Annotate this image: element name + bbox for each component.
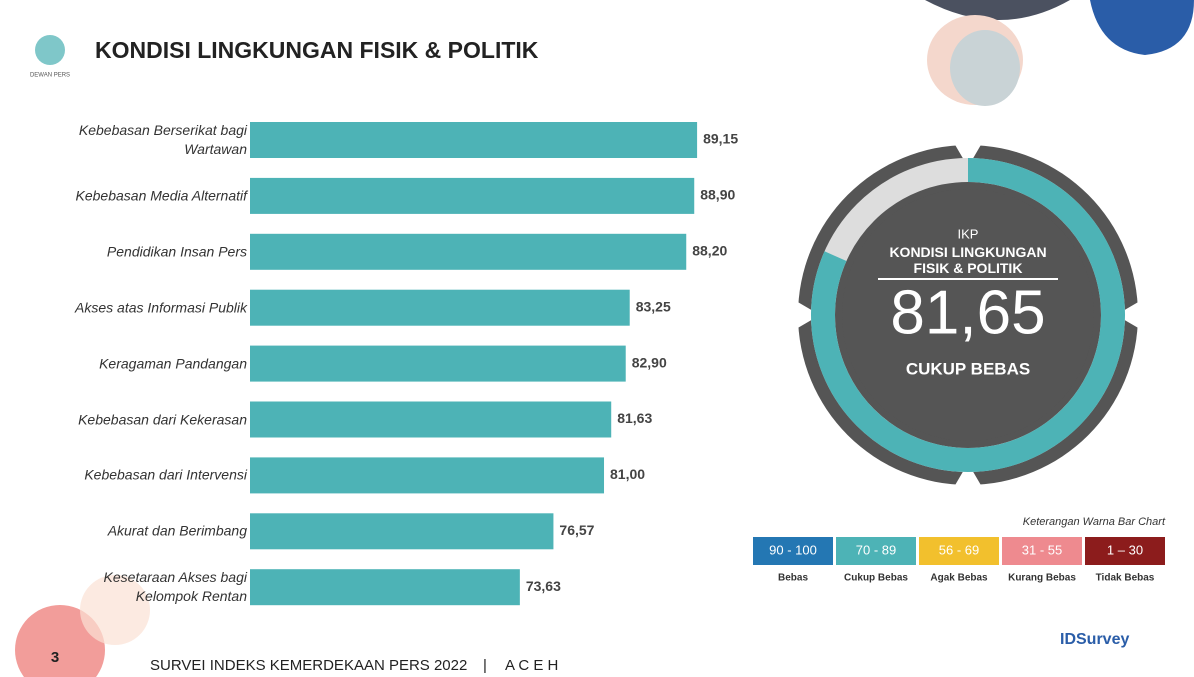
slide: DEWAN PERS KONDISI LINGKUNGAN FISIK & PO… <box>0 0 1194 677</box>
legend-range: 31 - 55 <box>1022 542 1062 557</box>
legend-label: Kurang Bebas <box>1008 573 1076 584</box>
category-label: Kebebasan Media Alternatif <box>42 186 247 205</box>
gauge-status: CUKUP BEBAS <box>906 359 1030 378</box>
category-label: Kebebasan dari Kekerasan <box>42 410 247 429</box>
title: KONDISI LINGKUNGAN FISIK & POLITIK <box>95 37 539 63</box>
page-number: 3 <box>51 649 59 666</box>
gauge-value: 81,65 <box>890 278 1045 347</box>
bar <box>250 513 553 549</box>
legend-label: Tidak Bebas <box>1096 573 1155 584</box>
bar <box>250 569 520 605</box>
decor <box>925 0 1070 20</box>
value-label: 88,20 <box>692 243 727 259</box>
value-label: 83,25 <box>636 298 671 314</box>
legend-range: 90 - 100 <box>769 542 817 557</box>
category-label: Akses atas Informasi Publik <box>42 298 247 317</box>
bar <box>250 122 697 158</box>
bar <box>250 234 686 270</box>
decor <box>950 30 1020 106</box>
legend-range: 1 – 30 <box>1107 542 1143 557</box>
value-label: 81,63 <box>617 410 652 426</box>
bar <box>250 346 626 382</box>
category-label: Akurat dan Berimbang <box>42 522 247 541</box>
legend-label: Cukup Bebas <box>844 573 908 584</box>
gauge-title: IKP <box>958 226 979 241</box>
bar <box>250 178 694 214</box>
category-label: Kebebasan dari Intervensi <box>42 466 247 485</box>
logo-text: DEWAN PERS <box>30 73 70 79</box>
legend-label: Agak Bebas <box>930 573 988 584</box>
decor <box>1090 0 1194 55</box>
footer-text: SURVEI INDEKS KEMERDEKAAN PERS 2022 <box>150 657 467 674</box>
value-label: 81,00 <box>610 466 645 482</box>
logo <box>35 35 65 65</box>
value-label: 88,90 <box>700 187 735 203</box>
legend-range: 56 - 69 <box>939 542 979 557</box>
category-label: Kesetaraan Akses bagi Kelompok Rentan <box>42 568 247 606</box>
value-label: 76,57 <box>559 522 594 538</box>
value-label: 73,63 <box>526 578 561 594</box>
category-label: Keragaman Pandangan <box>42 354 247 373</box>
legend-title: Keterangan Warna Bar Chart <box>1023 516 1166 528</box>
legend-range: 70 - 89 <box>856 542 896 557</box>
separator: | <box>483 657 487 674</box>
category-label: Pendidikan Insan Pers <box>42 242 247 261</box>
bar <box>250 290 630 326</box>
bar <box>250 457 604 493</box>
value-label: 82,90 <box>632 354 667 370</box>
footer-region: A C E H <box>505 657 558 674</box>
bar <box>250 402 611 438</box>
category-label: Kebebasan Berserikat bagi Wartawan <box>42 121 247 159</box>
brand: IDSurvey <box>1060 631 1129 648</box>
legend-label: Bebas <box>778 573 808 584</box>
value-label: 89,15 <box>703 131 738 147</box>
